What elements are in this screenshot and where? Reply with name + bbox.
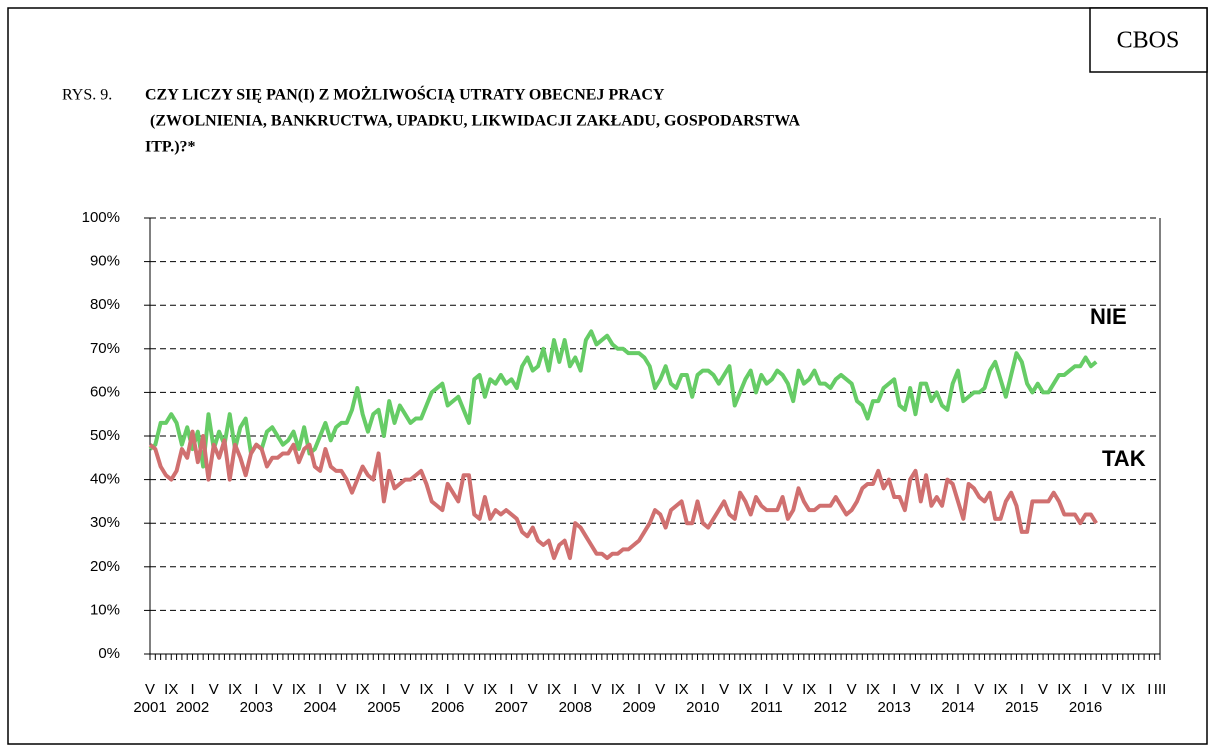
x-tick-label: I (1083, 681, 1087, 698)
x-tick-label: IX (547, 681, 561, 698)
x-tick-label: V (400, 681, 410, 698)
x-tick-label: V (209, 681, 219, 698)
y-tick-label: 40% (90, 471, 120, 488)
x-tick-label: V (592, 681, 602, 698)
x-tick-label: IX (738, 681, 752, 698)
x-tick-label: V (1102, 681, 1112, 698)
x-tick-label: V (273, 681, 283, 698)
x-year-label: 2013 (878, 699, 911, 716)
x-year-label: 2012 (814, 699, 847, 716)
y-tick-label: 90% (90, 253, 120, 270)
x-tick-label: V (910, 681, 920, 698)
x-year-label: 2009 (622, 699, 655, 716)
y-tick-label: 0% (98, 645, 120, 662)
y-tick-label: 100% (82, 209, 120, 226)
x-year-label: 2014 (941, 699, 974, 716)
x-tick-label: V (847, 681, 857, 698)
x-year-label: 2004 (303, 699, 336, 716)
chart-title: (ZWOLNIENIA, BANKRUCTWA, UPADKU, LIKWIDA… (150, 113, 800, 130)
y-tick-label: 30% (90, 514, 120, 531)
x-tick-label: I (446, 681, 450, 698)
x-tick-label: I (509, 681, 513, 698)
source-box (1089, 7, 1208, 73)
figure-label: RYS. 9. (62, 87, 112, 104)
series-label: NIE (1090, 304, 1127, 329)
x-tick-label: I (637, 681, 641, 698)
x-tick-label: I (190, 681, 194, 698)
x-tick-label: V (783, 681, 793, 698)
y-tick-label: 80% (90, 296, 120, 313)
x-year-label: 2010 (686, 699, 719, 716)
x-tick-label: IX (228, 681, 242, 698)
x-tick-label: IX (802, 681, 816, 698)
y-tick-label: 20% (90, 558, 120, 575)
x-tick-label: I (765, 681, 769, 698)
x-tick-label: V (528, 681, 538, 698)
x-tick-label: I (892, 681, 896, 698)
x-year-label: 2008 (559, 699, 592, 716)
x-tick-label: I (701, 681, 705, 698)
chart-title: ITP.)?* (145, 139, 196, 156)
x-year-label: 2002 (176, 699, 209, 716)
x-tick-label: IX (993, 681, 1007, 698)
x-tick-label: IX (483, 681, 497, 698)
x-year-label: 2015 (1005, 699, 1038, 716)
x-tick-label: V (336, 681, 346, 698)
x-tick-label: IX (164, 681, 178, 698)
x-year-label: 2016 (1069, 699, 1102, 716)
source: CBOS (1117, 28, 1180, 54)
x-year-label: 2006 (431, 699, 464, 716)
x-tick-label: IX (674, 681, 688, 698)
x-year-label: 2003 (240, 699, 273, 716)
x-tick-label: IX (419, 681, 433, 698)
x-tick-label: IX (1057, 681, 1071, 698)
x-tick-label: I (573, 681, 577, 698)
y-tick-label: 70% (90, 340, 120, 357)
x-tick-label: IX (292, 681, 306, 698)
y-tick-label: 10% (90, 601, 120, 618)
x-tick-label: IX (611, 681, 625, 698)
x-tick-label: I (254, 681, 258, 698)
x-tick-label: V (655, 681, 665, 698)
x-tick-label: I (1020, 681, 1024, 698)
x-tick-label: IX (930, 681, 944, 698)
x-tick-label: I (318, 681, 322, 698)
y-tick-label: 50% (90, 427, 120, 444)
frame (7, 7, 1208, 745)
x-tick-label: V (145, 681, 155, 698)
x-year-label: 2001 (133, 699, 166, 716)
x-year-label: 2011 (750, 699, 782, 716)
x-tick-label: IX (356, 681, 370, 698)
y-tick-label: 60% (90, 383, 120, 400)
x-year-label: 2005 (367, 699, 400, 716)
x-tick-label: V (1038, 681, 1048, 698)
x-tick-label: IX (866, 681, 880, 698)
x-tick-label: I (1147, 681, 1151, 698)
x-year-label: 2007 (495, 699, 528, 716)
x-tick-label: V (464, 681, 474, 698)
x-tick-label: III (1154, 681, 1167, 698)
chart-title: CZY LICZY SIĘ PAN(I) Z MOŻLIWOŚCIĄ UTRAT… (145, 85, 665, 104)
series-label: TAK (1102, 446, 1146, 471)
series-line (148, 429, 1098, 561)
x-tick-label: V (974, 681, 984, 698)
x-tick-label: V (719, 681, 729, 698)
x-tick-label: I (382, 681, 386, 698)
x-tick-label: I (828, 681, 832, 698)
x-tick-label: I (956, 681, 960, 698)
x-tick-label: IX (1121, 681, 1135, 698)
